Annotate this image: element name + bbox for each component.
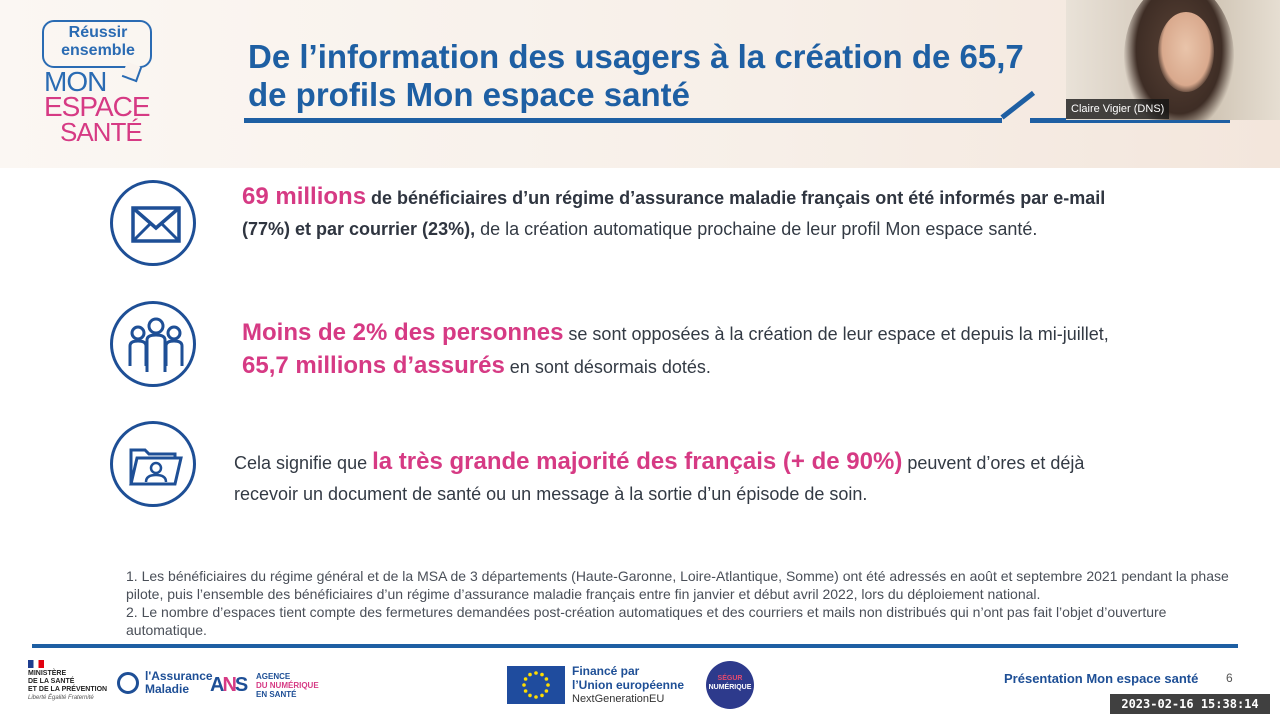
footnote-1: 1. Les bénéficiaires du régime général e… xyxy=(126,568,1229,602)
footer-divider xyxy=(32,644,1238,648)
mon-espace-sante-logo: Réussir ensemble MON ESPACE SANTÉ xyxy=(40,20,156,146)
people-icon xyxy=(110,301,196,387)
ministere-sante-logo: MINISTÈRE DE LA SANTÉ ET DE LA PRÉVENTIO… xyxy=(28,660,112,702)
ans-logo: ANS AGENCE DU NUMÉRIQUE EN SANTÉ xyxy=(210,672,319,699)
item-opposition-text2: en sont désormais dotés. xyxy=(504,357,711,377)
folder-user-icon xyxy=(110,421,196,507)
title-underline-right xyxy=(1030,118,1230,123)
item-informed-highlight: 69 millions xyxy=(242,183,367,210)
eu-funding-text: Financé par l’Union européenne NextGener… xyxy=(572,664,685,705)
webcam-video-tile[interactable]: Claire Vigier (DNS) xyxy=(1066,0,1280,120)
footnote-2: 2. Le nombre d’espaces tient compte des … xyxy=(126,604,1167,638)
slide-title-line1: De l’information des usagers à la créati… xyxy=(248,38,1024,75)
footnotes: 1. Les bénéficiaires du régime général e… xyxy=(126,567,1246,639)
page-number: 6 xyxy=(1226,671,1233,685)
segur-numerique-logo: SÉGUR NUMÉRIQUE xyxy=(706,661,754,709)
item-informed-bold: de bénéficiaires d’un régime d’assurance… xyxy=(242,188,1106,239)
item-majority-text: Cela signifie que la très grande majorit… xyxy=(234,446,1114,510)
item-assures-highlight: 65,7 millions d’assurés xyxy=(242,352,505,379)
item-informed-text: 69 millions de bénéficiaires d’un régime… xyxy=(242,181,1122,245)
item-opposition-text1: se sont opposées à la création de leur e… xyxy=(563,324,1109,344)
item-majority-highlight: la très grande majorité des français (+ … xyxy=(372,448,903,475)
item-majority-text2: peuvent d’ores et déjà recevoir un docum… xyxy=(234,453,1085,504)
item-opposition-highlight: Moins de 2% des personnes xyxy=(242,319,564,346)
eu-flag-icon xyxy=(507,666,565,704)
title-underline xyxy=(244,118,1002,123)
slide-title: De l’information des usagers à la créati… xyxy=(248,38,1078,118)
item-informed-rest: de la création automatique prochaine de … xyxy=(475,219,1038,239)
slide-title-line2: de profils Mon espace santé xyxy=(248,76,690,113)
item-majority-text1: Cela signifie que xyxy=(234,453,373,473)
participant-name-label: Claire Vigier (DNS) xyxy=(1066,99,1170,119)
recording-timestamp: 2023-02-16 15:38:14 xyxy=(1110,694,1270,714)
presentation-footer-title: Présentation Mon espace santé xyxy=(1004,671,1199,686)
assurance-maladie-logo: l'Assurance Maladie xyxy=(117,670,213,698)
envelope-icon xyxy=(110,180,196,266)
item-opposition-text: Moins de 2% des personnes se sont opposé… xyxy=(242,317,1122,383)
